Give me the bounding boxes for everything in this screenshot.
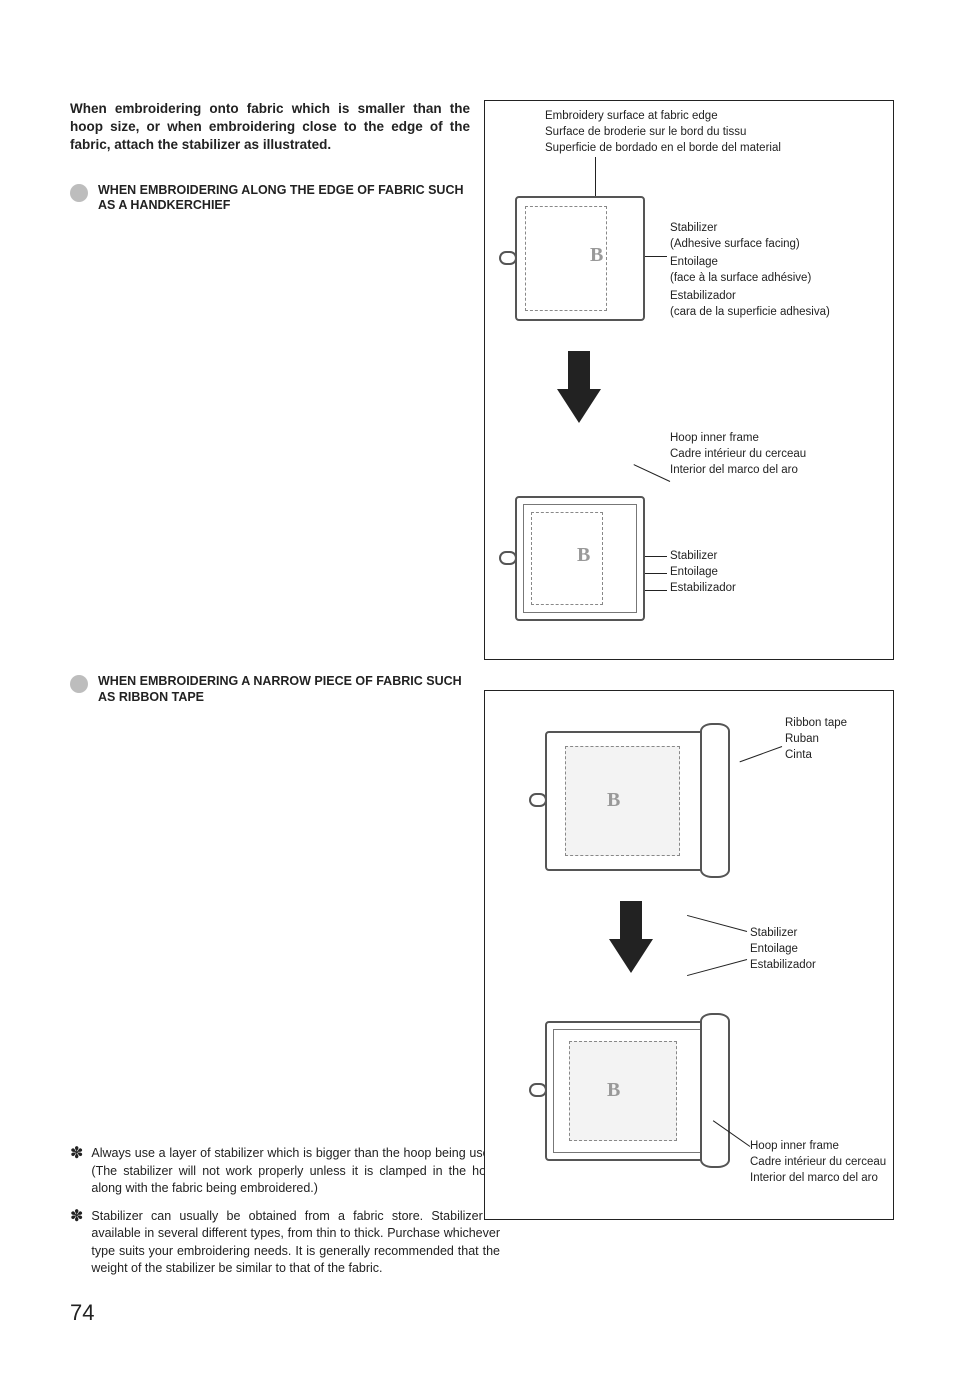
label-surface-es: Superficie de bordado en el borde del ma… — [545, 141, 781, 157]
label-stab2-en: Stabilizer — [670, 549, 717, 565]
star-icon: ✽ — [70, 1208, 83, 1278]
note-2-text: Stabilizer can usually be obtained from … — [91, 1208, 500, 1278]
label-stab2-es: Estabilizador — [670, 581, 736, 597]
label-stab-es: Estabilizador — [670, 289, 736, 305]
hoop-upper-sketch: B — [515, 196, 645, 321]
diagram-handkerchief: Embroidery surface at fabric edge Surfac… — [484, 100, 894, 660]
section-1-heading: WHEN EMBROIDERING ALONG THE EDGE OF FABR… — [70, 183, 470, 214]
label-stab2-fr: Entoilage — [670, 565, 718, 581]
label-stab-fr-sub: (face à la surface adhésive) — [670, 271, 811, 287]
section-2-heading: WHEN EMBROIDERING A NARROW PIECE OF FABR… — [70, 674, 470, 705]
label-stab-en-2: Stabilizer — [750, 926, 797, 942]
section-2-title: WHEN EMBROIDERING A NARROW PIECE OF FABR… — [98, 674, 470, 705]
label-hoop-en-2: Hoop inner frame — [750, 1139, 839, 1155]
label-stab-en-sub: (Adhesive surface facing) — [670, 237, 800, 253]
note-2: ✽ Stabilizer can usually be obtained fro… — [70, 1208, 500, 1278]
label-hoop-es: Interior del marco del aro — [670, 463, 798, 479]
ribbon-upper-sketch: B — [545, 731, 725, 871]
label-stab-es-2: Estabilizador — [750, 958, 816, 974]
label-stab-fr-2: Entoilage — [750, 942, 798, 958]
hoop-lower-sketch: B — [515, 496, 645, 621]
diagram-ribbon: Ribbon tape Ruban Cinta B Stabilizer Ent… — [484, 690, 894, 1220]
section-1-title: WHEN EMBROIDERING ALONG THE EDGE OF FABR… — [98, 183, 470, 214]
label-surface-fr: Surface de broderie sur le bord du tissu — [545, 125, 746, 141]
label-hoop-fr: Cadre intérieur du cerceau — [670, 447, 806, 463]
star-icon: ✽ — [70, 1145, 83, 1198]
page-number: 74 — [70, 1300, 94, 1326]
footnotes: ✽ Always use a layer of stabilizer which… — [70, 1145, 500, 1278]
label-stab-es-sub: (cara de la superficie adhesiva) — [670, 305, 830, 321]
note-1: ✽ Always use a layer of stabilizer which… — [70, 1145, 500, 1198]
label-ribbon-es: Cinta — [785, 748, 812, 764]
bullet-icon — [70, 184, 88, 202]
label-stab-fr: Entoilage — [670, 255, 718, 271]
label-ribbon-en: Ribbon tape — [785, 716, 847, 732]
label-hoop-es-2: Interior del marco del aro — [750, 1171, 878, 1187]
bullet-icon — [70, 675, 88, 693]
label-hoop-en: Hoop inner frame — [670, 431, 759, 447]
intro-paragraph: When embroidering onto fabric which is s… — [70, 100, 470, 155]
label-surface-en: Embroidery surface at fabric edge — [545, 109, 718, 125]
label-hoop-fr-2: Cadre intérieur du cerceau — [750, 1155, 886, 1171]
label-stab-en: Stabilizer — [670, 221, 717, 237]
note-1-text: Always use a layer of stabilizer which i… — [91, 1145, 500, 1198]
ribbon-lower-sketch: B — [545, 1021, 725, 1161]
label-ribbon-fr: Ruban — [785, 732, 819, 748]
